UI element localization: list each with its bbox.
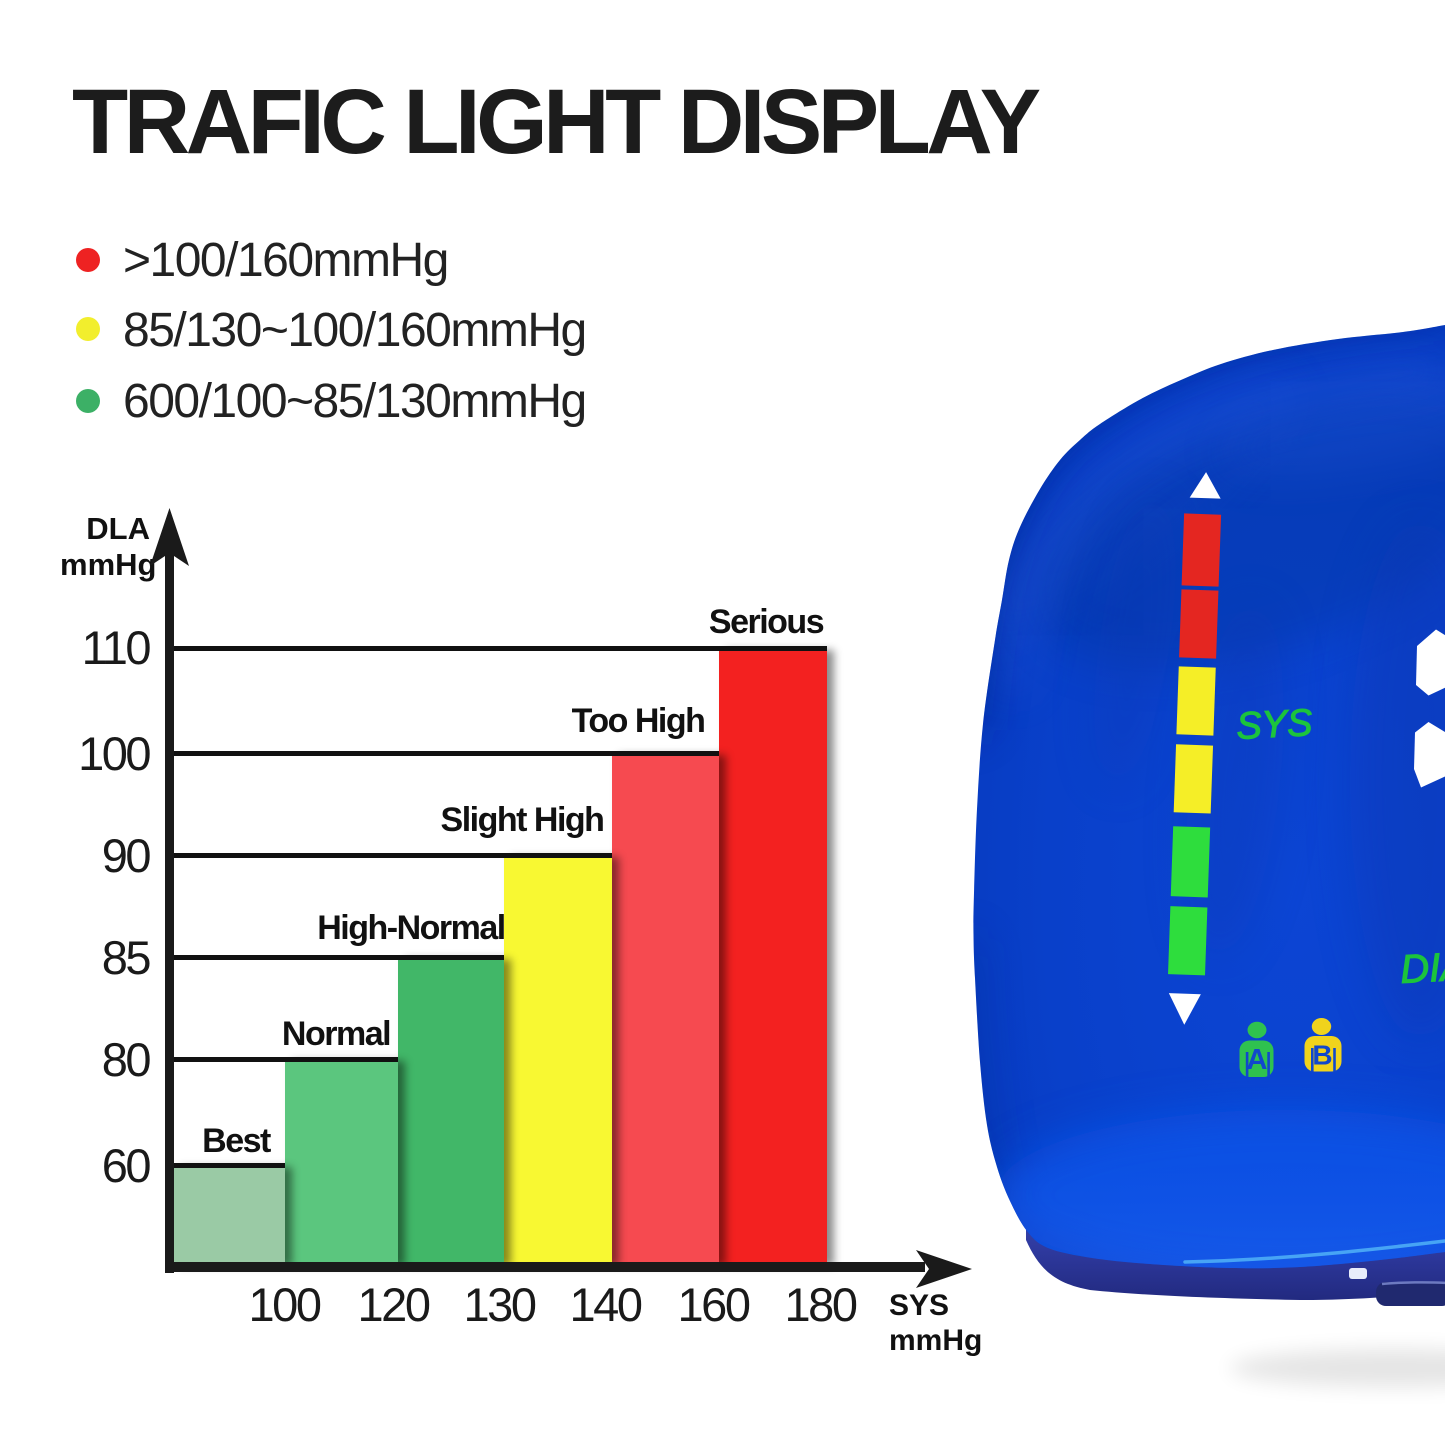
svg-text:DIA: DIA bbox=[1399, 945, 1445, 992]
svg-text:B: B bbox=[1312, 1040, 1332, 1071]
svg-text:A: A bbox=[1247, 1044, 1268, 1076]
svg-text:SYS: SYS bbox=[1235, 702, 1313, 748]
